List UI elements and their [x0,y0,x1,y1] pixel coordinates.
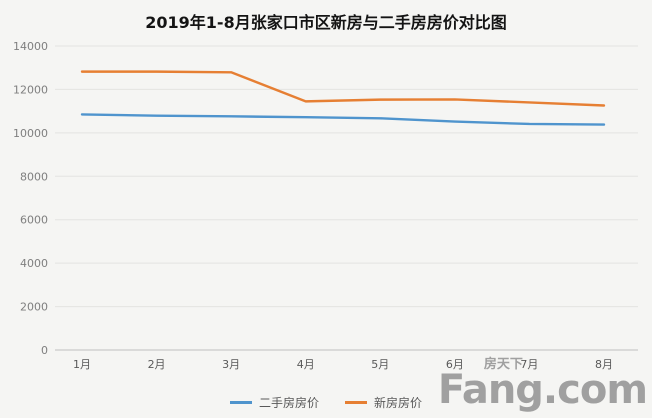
x-tick-label: 2月 [148,358,166,371]
legend-label: 新房房价 [374,396,423,410]
x-tick-label: 5月 [371,358,389,371]
y-tick-label: 12000 [13,83,48,96]
x-tick-label: 3月 [222,358,240,371]
y-tick-label: 4000 [20,257,48,270]
series-line-1 [80,70,606,107]
x-tick-label: 1月 [73,358,91,371]
y-tick-label: 8000 [20,170,48,183]
y-tick-label: 0 [41,344,48,357]
x-tick-label: 7月 [520,358,538,371]
x-tick-label: 6月 [446,358,464,371]
chart-title: 2019年1-8月张家口市区新房与二手房房价对比图 [145,13,507,32]
legend-item-1: 新房房价 [345,394,422,411]
y-tick-label: 10000 [13,127,48,140]
y-tick-label: 6000 [20,214,48,227]
fang-watermark: 房天下 Fang.com [437,357,648,413]
watermark-cn-text: 房天下 [483,357,523,372]
x-tick-label: 8月 [595,358,613,371]
y-tick-label: 2000 [20,301,48,314]
y-tick-label: 14000 [13,40,48,53]
chart-legend: 二手房房价 新房房价 [0,394,652,411]
legend-swatch-icon [229,401,252,404]
x-tick-label: 4月 [297,358,315,371]
legend-label: 二手房房价 [258,396,319,410]
series-line-0 [80,113,606,126]
legend-item-0: 二手房房价 [229,394,319,411]
legend-swatch-icon [345,401,367,404]
watermark-en-text: Fang.com [437,367,648,413]
